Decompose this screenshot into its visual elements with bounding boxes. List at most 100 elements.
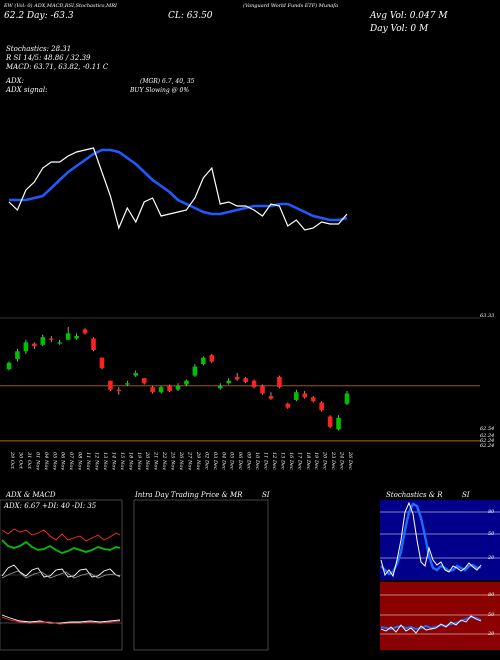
date-label: 05 Nov	[51, 452, 57, 470]
mri-panel-frame	[133, 499, 269, 651]
candle-body	[277, 376, 282, 388]
stochastics-rsi-title: Stochastics & R	[386, 491, 443, 499]
candle-body	[32, 343, 37, 347]
rsi-white-line	[380, 615, 482, 634]
buy-signal: BUY Slowing @ 0%	[130, 87, 190, 94]
adx-red-line	[1, 528, 121, 542]
rsi-panel	[380, 582, 500, 650]
moving-average-line	[9, 148, 348, 222]
date-label: 29 Oct	[9, 451, 15, 470]
date-label: 25 Nov	[170, 451, 176, 470]
candle-body	[150, 387, 155, 393]
candle-body	[40, 337, 46, 345]
date-label: 24 Dec	[339, 451, 345, 470]
candle-body	[158, 387, 164, 393]
candle-body	[260, 385, 265, 394]
adx-di-values: ADX: 6.67 +DI: 40 -DI: 35	[4, 502, 97, 510]
date-label: 02 Dec	[203, 452, 209, 470]
date-label: 17 Dec	[296, 452, 302, 470]
stochastics-value: Stochastics: 28.31	[6, 45, 72, 53]
date-label: 30 Oct	[17, 452, 23, 470]
date-label: 29 Nov	[195, 451, 201, 470]
rsi-tick: 50	[488, 612, 495, 618]
date-label: 13 Dec	[279, 452, 285, 470]
candle-body	[116, 389, 122, 391]
candle-body	[23, 342, 29, 352]
stoch-tick: 50	[488, 531, 495, 537]
candle-body	[6, 362, 12, 370]
candle-body	[294, 392, 299, 400]
date-label: 15 Nov	[119, 452, 125, 470]
date-label: 21 Nov	[153, 451, 159, 470]
date-label: 16 Dec	[288, 452, 294, 470]
date-label: 09 Dec	[246, 452, 252, 470]
price-label: 62.24	[480, 433, 495, 439]
close-price: CL: 63.50	[168, 11, 213, 21]
candle-body	[184, 380, 189, 385]
stoch-k-line	[380, 501, 482, 578]
date-label: 10 Dec	[254, 452, 260, 470]
close-price-line	[8, 147, 348, 231]
date-label: 26 Nov	[178, 451, 184, 470]
price-label: 63.33	[480, 313, 495, 319]
candle-body	[201, 357, 206, 365]
chart-header-left: EW (Vol: 0) ADX,MACD,RSI,Stochastics,MRI	[4, 3, 118, 9]
candle-body	[319, 402, 324, 411]
adx-green-line	[1, 539, 121, 554]
candle-body	[15, 351, 20, 359]
date-label: 04 Dec	[220, 452, 226, 470]
candle-body	[251, 380, 257, 388]
date-label: 08 Nov	[77, 452, 83, 470]
candle-body	[344, 393, 350, 404]
avg-volume: Avg Vol: 0.047 M	[370, 11, 448, 21]
candle-body	[91, 338, 96, 350]
mgr-value: (MGR) 6.7, 40, 35	[140, 78, 195, 85]
date-label: 20 Nov	[144, 451, 150, 470]
date-label: 01 Nov	[34, 452, 40, 470]
date-label: 04 Nov	[43, 452, 49, 470]
adx-white-line	[1, 564, 121, 578]
rsi-tick: 20	[488, 631, 495, 637]
date-label: 14 Nov	[110, 452, 116, 470]
candle-body	[175, 385, 181, 390]
price-label: 62.54	[480, 426, 495, 432]
adx-macd-title: ADX & MACD	[6, 491, 56, 499]
candle-body	[310, 397, 316, 402]
date-label: 11 Nov	[85, 452, 91, 470]
date-label: 26 Dec	[347, 451, 353, 470]
candle-body	[285, 403, 291, 408]
rsi-value: R SI 14/5: 48.86 / 32.39	[6, 54, 91, 62]
candle-body	[234, 376, 240, 380]
date-label: 19 Dec	[313, 452, 319, 470]
macd-value: MACD: 63.71, 63.82, -0.11 C	[6, 63, 109, 71]
date-label: 03 Dec	[212, 452, 218, 470]
candle-body	[302, 393, 308, 398]
stoch-tick: 20	[488, 555, 495, 561]
candle-body	[108, 380, 113, 390]
date-label: 12 Dec	[271, 452, 277, 470]
candle-body	[327, 416, 333, 427]
date-label: 19 Nov	[136, 452, 142, 470]
candle-body	[57, 342, 62, 344]
date-label: 27 Nov	[186, 451, 192, 470]
candle-body	[99, 357, 105, 368]
candle-body	[48, 338, 54, 340]
candle-body	[65, 333, 71, 340]
date-label: 06 Nov	[60, 452, 66, 470]
adx-signal-label: ADX signal:	[6, 86, 48, 94]
candle-body	[192, 366, 198, 376]
price-day-change: 62.2 Day: -63.3	[4, 11, 74, 21]
candle-body	[243, 378, 248, 382]
date-label: 20 Dec	[322, 451, 328, 470]
date-label: 05 Dec	[229, 452, 235, 470]
symbol-title: (Vanguard World Funds ETF) Munafa	[243, 3, 339, 9]
date-label: 13 Nov	[102, 452, 108, 470]
date-label: 31 Oct	[26, 452, 32, 470]
candle-body	[82, 329, 88, 334]
date-label: 11 Dec	[263, 452, 269, 470]
date-label: 18 Nov	[127, 452, 133, 470]
candle-body	[74, 335, 79, 339]
candle-body	[141, 378, 147, 384]
